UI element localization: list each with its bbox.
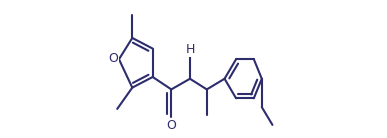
Text: O: O [108,52,118,65]
Text: O: O [166,119,176,132]
Text: H: H [185,44,195,57]
Text: H: H [185,43,195,56]
